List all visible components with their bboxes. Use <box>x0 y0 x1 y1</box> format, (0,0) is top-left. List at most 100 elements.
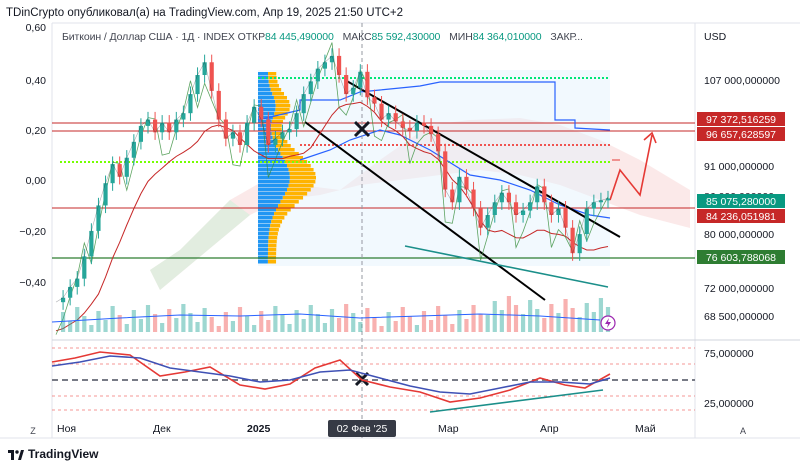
volume-bar <box>89 325 94 332</box>
volume-bar <box>549 304 554 332</box>
profile-bar-sell <box>268 248 277 252</box>
x-tick-5: Апр <box>540 423 559 435</box>
profile-bar-sell <box>272 216 285 220</box>
price-tag-3-text: 84 236,051981 <box>706 211 776 223</box>
volume-bar <box>563 299 568 332</box>
candle-body <box>598 200 604 203</box>
candle-body <box>280 132 285 139</box>
candle-body <box>499 192 504 203</box>
profile-bar-buy <box>258 108 276 112</box>
time-axis: Ноя Дек 2025 Мар Апр Май <box>57 423 656 435</box>
right-tick-4: 72 000,000000 <box>704 283 774 295</box>
crosshair-date-label: 02 Фев '25 <box>328 420 396 437</box>
candle-body <box>252 106 257 123</box>
candle-body <box>344 75 349 95</box>
publisher-header: TDinCrypto опубликовал(а) на TradingView… <box>6 7 404 19</box>
auto-scale-left-button[interactable]: Z <box>30 426 36 436</box>
candle-body <box>167 122 172 133</box>
profile-bar-buy <box>258 224 271 228</box>
profile-bar-sell <box>276 144 291 148</box>
channel-upper-line <box>344 79 621 238</box>
price-tag-current-text: 85 075,280000 <box>706 196 776 208</box>
volume-bar <box>336 318 342 332</box>
auto-scale-right-button[interactable]: A <box>739 426 746 436</box>
candle-body <box>414 122 420 131</box>
profile-bar-buy <box>258 228 270 232</box>
volume-bar <box>216 326 221 332</box>
candle-body <box>103 183 108 206</box>
volume-bar <box>124 324 129 332</box>
volume-bar <box>145 305 151 332</box>
profile-bar-buy <box>258 84 270 88</box>
volume-bar <box>372 317 377 332</box>
candle-body <box>259 106 264 120</box>
x-tick-6: Май <box>635 423 656 435</box>
x-tick-0: Ноя <box>57 423 76 435</box>
candle-body <box>301 94 306 114</box>
volume-bar <box>584 303 589 332</box>
volume-bar <box>407 316 412 332</box>
profile-bar-buy <box>258 156 283 160</box>
volume-bar <box>351 313 356 332</box>
candle-body <box>351 87 356 95</box>
profile-bar-sell <box>268 240 277 244</box>
candle-body <box>60 297 66 303</box>
profile-bar-buy <box>258 172 290 176</box>
volume-bar <box>471 305 476 332</box>
profile-bar-sell <box>269 84 279 88</box>
profile-bar-sell <box>268 80 278 84</box>
profile-bar-buy <box>258 212 275 216</box>
volume-bar <box>266 320 271 332</box>
candle-body <box>174 119 179 133</box>
right-tick-5: 68 500,000000 <box>704 311 774 323</box>
volume-bar <box>478 314 483 332</box>
volume-bar <box>273 306 278 332</box>
volume-bar <box>152 314 158 332</box>
volume-bar <box>464 319 469 332</box>
symbol-legend: Биткоин / Доллар США · 1Д · INDEX ОТКР84… <box>62 31 583 43</box>
profile-bar-buy <box>258 204 279 208</box>
volume-bar <box>174 318 179 332</box>
profile-bar-sell <box>269 228 279 232</box>
candle-body <box>75 278 80 287</box>
profile-bar-sell <box>268 76 277 80</box>
candle-body <box>450 189 455 203</box>
profile-bar-sell <box>280 200 299 204</box>
profile-bar-sell <box>267 260 277 264</box>
volume-bar <box>414 325 420 332</box>
upper-step-line <box>257 81 611 131</box>
cross-mark-price <box>353 120 371 138</box>
projection-path <box>609 134 653 201</box>
candle-body <box>542 186 547 203</box>
volume-bar <box>421 311 427 332</box>
profile-bar-buy <box>258 188 288 192</box>
low-value: 84 364,010000 <box>472 31 542 43</box>
profile-bar-sell <box>268 72 277 76</box>
profile-bar-buy <box>258 132 272 136</box>
profile-bar-buy <box>258 96 274 100</box>
currency-button[interactable]: USD <box>704 31 727 43</box>
profile-bar-buy <box>258 112 275 116</box>
left-tick-2: 0,20 <box>26 125 47 137</box>
left-tick-5: −0,40 <box>19 277 46 289</box>
profile-bar-sell <box>271 132 283 136</box>
profile-bar-sell <box>287 188 311 192</box>
profile-bar-sell <box>278 148 295 152</box>
price-tag-1: 97 372,516259 <box>697 112 785 126</box>
profile-bar-buy <box>258 220 272 224</box>
profile-bar-buy <box>258 244 269 248</box>
volume-bar <box>138 319 144 332</box>
profile-bar-sell <box>271 120 284 124</box>
volume-bar <box>542 318 547 332</box>
candle-body <box>117 164 122 177</box>
candle-body <box>294 113 299 130</box>
candle-body <box>181 113 186 120</box>
profile-bar-buy <box>258 200 281 204</box>
lower-band-line <box>55 101 609 332</box>
close-label: ЗАКР... <box>550 31 583 43</box>
high-label: МАКС <box>342 31 372 43</box>
profile-bar-sell <box>287 164 311 168</box>
osc-tick-0: 75,000000 <box>704 348 754 360</box>
price-tag-3: 84 236,051981 <box>697 209 785 223</box>
